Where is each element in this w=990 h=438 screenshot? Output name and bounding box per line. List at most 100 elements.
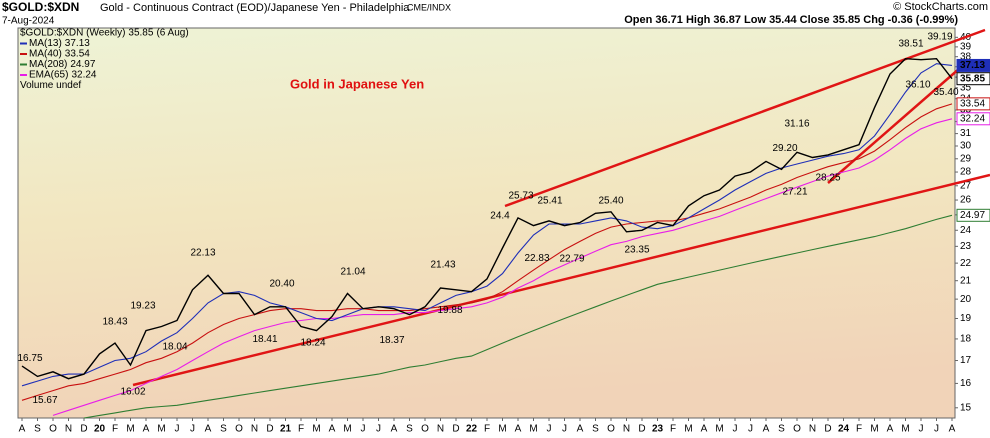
y-tick-label: 31 (960, 128, 972, 139)
x-tick-label: D (266, 424, 273, 435)
x-tick-label: S (34, 424, 41, 435)
ma-line (52, 118, 953, 416)
y-tick-label: 26 (960, 195, 972, 206)
x-tick-label: O (235, 424, 243, 435)
annotation: 19.23 (130, 301, 155, 312)
x-tick-label: F (484, 424, 490, 435)
annotation: 18.24 (300, 338, 325, 349)
annotation: 25.73 (508, 191, 533, 202)
legend-value: 37.13 (65, 38, 90, 49)
legend-name: MA(208) (29, 59, 67, 70)
value-tag: 24.97 (960, 210, 985, 221)
annotation: 24.4 (490, 211, 510, 222)
value-tag-box (956, 208, 990, 222)
trend-line (132, 173, 990, 387)
x-tick-label: M (343, 424, 351, 435)
annotation: 15.67 (32, 395, 57, 406)
x-tick-label: M (901, 424, 909, 435)
x-tick-label: A (391, 424, 398, 435)
y-tick-label: 39 (960, 42, 972, 53)
annotation: 18.37 (379, 335, 404, 346)
annotation: 36.10 (905, 80, 930, 91)
x-tick-label: S (220, 424, 227, 435)
x-tick-label: J (934, 424, 939, 435)
y-tick-label: 19 (960, 313, 972, 324)
y-tick-label: 35 (960, 82, 972, 93)
x-tick-label: A (577, 424, 584, 435)
annotation: 39.19 (927, 32, 952, 43)
y-tick-label: 24 (960, 225, 972, 236)
x-tick-label: J (748, 424, 753, 435)
quote: Open 36.71 High 36.87 Low 35.44 Close 35… (624, 14, 958, 26)
annotation: 31.16 (784, 118, 809, 129)
legend-date: (6 Aug) (156, 28, 188, 39)
legend-value: 35.85 (128, 28, 153, 39)
value-tag: 35.85 (960, 73, 985, 84)
annotation: 21.04 (340, 267, 365, 278)
x-tick-label: J (175, 424, 180, 435)
legend-name: EMA(65) (29, 70, 68, 81)
x-tick-label: O (793, 424, 801, 435)
x-tick-label: M (529, 424, 537, 435)
symbol: $GOLD:$XDN (2, 0, 79, 14)
x-tick-label: J (562, 424, 567, 435)
legend-value: 24.97 (70, 59, 95, 70)
x-tick-label: A (329, 424, 336, 435)
legend-volume: Volume undef (20, 80, 81, 91)
annotation: 29.20 (772, 143, 797, 154)
date: 7-Aug-2024 (2, 16, 55, 27)
legend-name: MA(13) (29, 38, 62, 49)
annotation: 28.25 (815, 172, 840, 183)
x-tick-label: M (684, 424, 692, 435)
x-tick-label: A (887, 424, 894, 435)
annotation: 19.88 (437, 305, 462, 316)
x-tick-label: F (298, 424, 304, 435)
x-tick-label: N (251, 424, 258, 435)
value-tag-box (956, 58, 990, 72)
value-tag-box (956, 112, 990, 126)
price-line (21, 57, 953, 380)
x-tick-label: M (870, 424, 878, 435)
x-tick-label: 23 (652, 424, 664, 435)
annotation: 27.21 (782, 186, 807, 197)
description: Gold - Continuous Contract (EOD)/Japanes… (100, 2, 410, 14)
x-tick-label: J (190, 424, 195, 435)
x-tick-label: M (157, 424, 165, 435)
annotation: 25.41 (537, 195, 562, 206)
value-tag-box (956, 97, 990, 111)
x-tick-label: M (498, 424, 506, 435)
y-tick-label: 20 (960, 294, 972, 305)
annotation: 25.40 (598, 195, 623, 206)
legend-value: 33.54 (65, 49, 90, 60)
x-tick-label: J (733, 424, 738, 435)
y-tick-label: 29 (960, 153, 972, 164)
y-tick-label: 22 (960, 258, 972, 269)
x-tick-label: M (715, 424, 723, 435)
x-tick-label: A (949, 424, 956, 435)
y-tick-label: 38 (960, 51, 972, 62)
x-tick-label: F (670, 424, 676, 435)
annotation: 38.51 (898, 38, 923, 49)
x-tick-label: A (19, 424, 26, 435)
y-tick-label: 16 (960, 378, 972, 389)
value-tag-box (956, 72, 990, 86)
ma-line (83, 214, 953, 419)
x-tick-label: N (623, 424, 630, 435)
x-tick-label: 21 (280, 424, 292, 435)
x-tick-label: 24 (838, 424, 850, 435)
annotation: 16.75 (17, 353, 42, 364)
x-tick-label: F (112, 424, 118, 435)
x-tick-label: O (607, 424, 615, 435)
x-tick-label: J (919, 424, 924, 435)
annotation: 18.43 (102, 317, 127, 328)
x-tick-label: D (638, 424, 645, 435)
x-tick-label: 20 (94, 424, 106, 435)
x-tick-label: N (437, 424, 444, 435)
annotation: 22.83 (524, 253, 549, 264)
trend-line (827, 67, 961, 184)
annotation: 35.40 (933, 87, 958, 98)
ma-line (21, 63, 953, 387)
x-tick-label: F (856, 424, 862, 435)
exchange: CME/INDX (407, 2, 451, 12)
